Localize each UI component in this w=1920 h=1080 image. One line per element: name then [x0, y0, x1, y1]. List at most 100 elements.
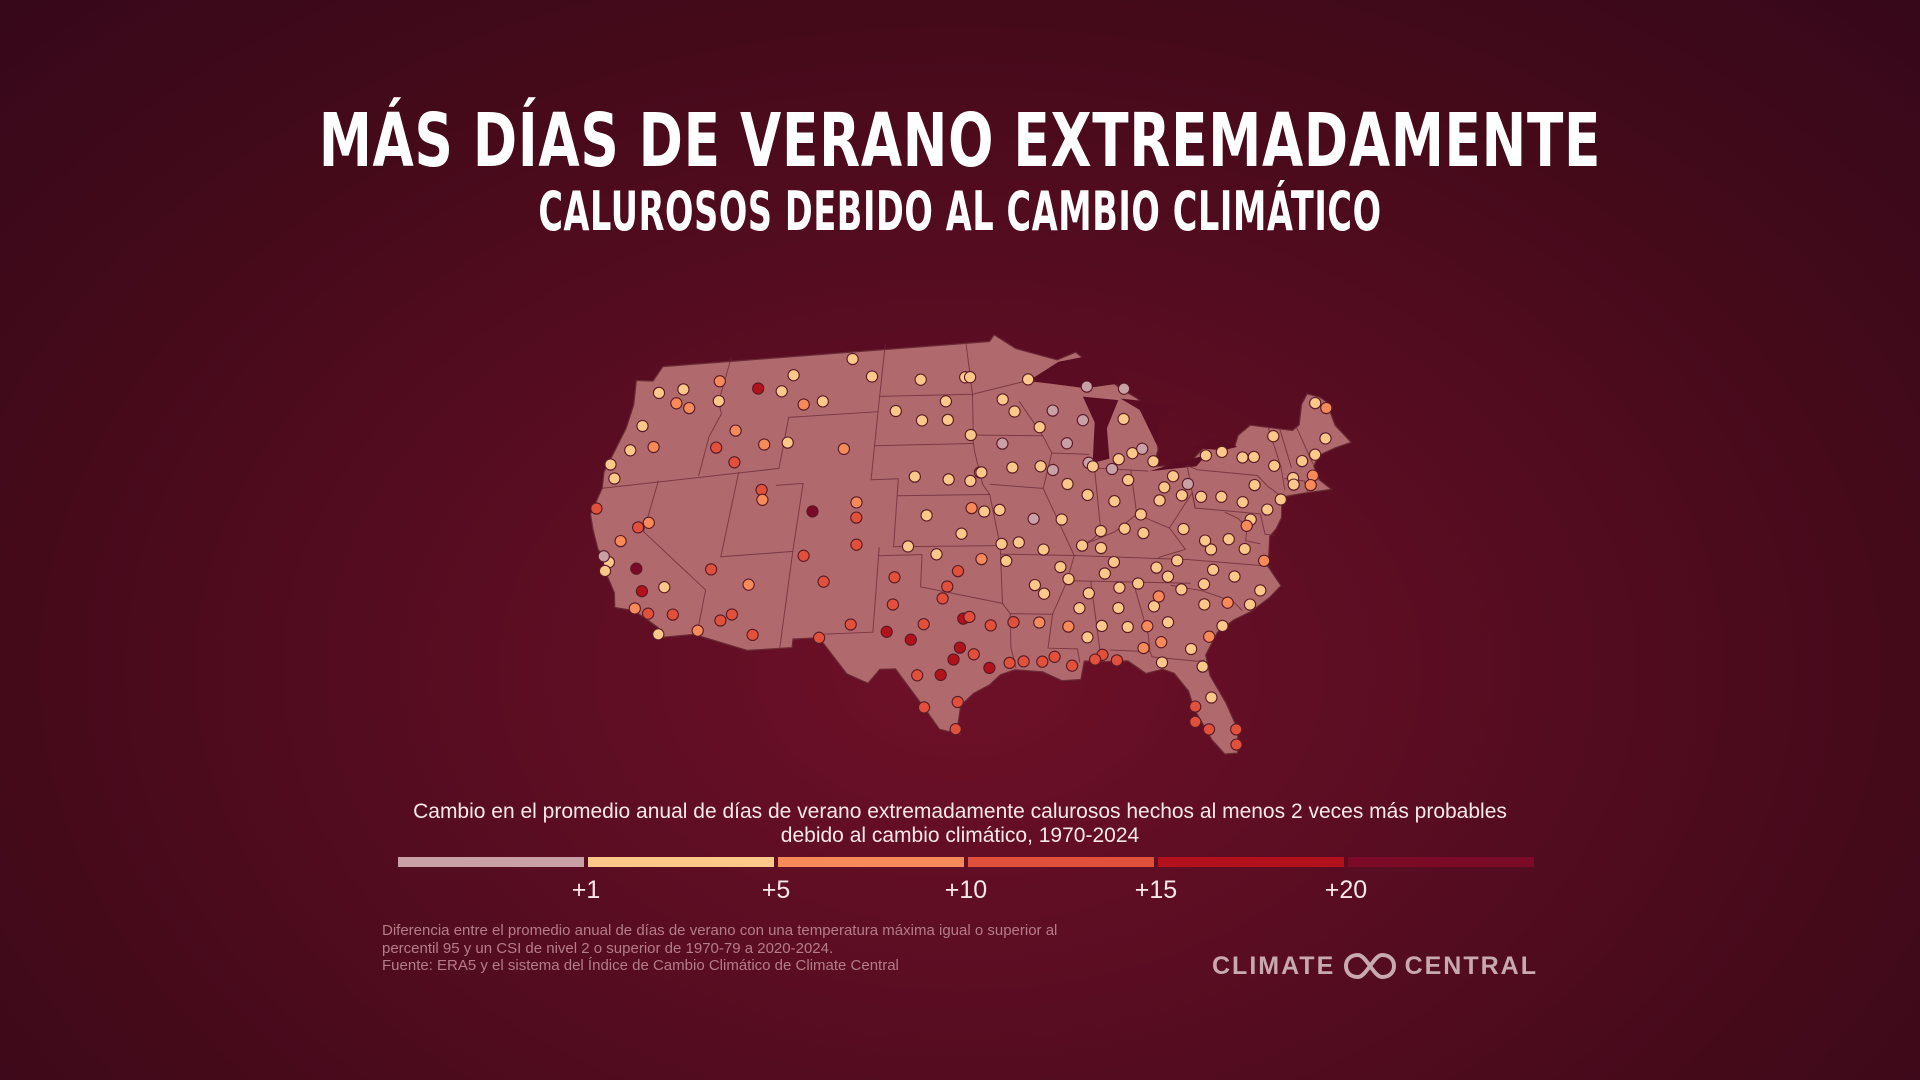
- station-marker: [1274, 493, 1287, 506]
- station-marker: [658, 581, 671, 594]
- station-marker: [1055, 513, 1068, 526]
- station-marker: [1319, 432, 1332, 445]
- station-marker: [1131, 577, 1145, 590]
- station-marker: [1065, 659, 1079, 672]
- state-border: [893, 478, 1001, 548]
- station-marker: [955, 527, 968, 540]
- station-marker: [964, 428, 977, 442]
- state-border: [1109, 583, 1151, 653]
- station-marker: [904, 633, 917, 646]
- station-marker: [1254, 584, 1267, 597]
- station-marker: [1108, 495, 1121, 508]
- station-marker: [865, 370, 879, 383]
- station-marker: [604, 458, 617, 471]
- station-marker: [1110, 654, 1124, 667]
- station-marker: [691, 624, 704, 637]
- station-marker: [683, 401, 696, 415]
- state-border: [643, 480, 707, 631]
- climate-central-logo: CLIMATE CENTRAL: [1212, 948, 1538, 984]
- station-marker: [1008, 405, 1021, 418]
- station-marker: [963, 610, 976, 624]
- station-marker: [963, 371, 977, 384]
- station-marker: [1295, 454, 1309, 468]
- station-marker: [1147, 600, 1161, 613]
- station-marker: [889, 404, 902, 418]
- legend-tick-label: +5: [761, 876, 791, 904]
- title-line-1: MÁS DÍAS DE VERANO EXTREMADAMENTE: [318, 98, 1602, 184]
- station-marker: [850, 511, 863, 524]
- state-border: [1279, 428, 1292, 469]
- station-marker: [652, 386, 666, 400]
- station-marker: [1287, 478, 1300, 491]
- state-border: [920, 554, 1003, 604]
- footnote-line-2: percentil 95 y un CSI de nivel 2 o super…: [382, 939, 834, 957]
- legend-title: Cambio en el promedio anual de días de v…: [413, 800, 1507, 847]
- legend-swatch: [968, 857, 1154, 867]
- station-marker: [1206, 563, 1220, 576]
- station-marker: [1215, 490, 1228, 503]
- station-marker: [1060, 437, 1074, 450]
- station-marker: [1046, 404, 1059, 417]
- station-marker: [1158, 481, 1171, 494]
- station-marker: [1062, 620, 1075, 633]
- great-lake: [1120, 398, 1177, 447]
- station-marker: [1248, 478, 1261, 492]
- station-marker: [1094, 541, 1108, 555]
- station-marker: [642, 516, 655, 529]
- station-marker: [712, 394, 725, 408]
- station-marker: [844, 618, 857, 631]
- station-marker: [1230, 723, 1243, 736]
- station-marker: [1134, 508, 1148, 521]
- station-marker: [1034, 460, 1047, 473]
- station-marker: [1161, 616, 1175, 629]
- station-marker: [1267, 430, 1280, 443]
- station-marker: [1243, 598, 1257, 611]
- station-marker: [1037, 587, 1051, 600]
- station-marker: [1141, 620, 1154, 633]
- station-marker: [1094, 524, 1107, 538]
- station-marker: [917, 701, 931, 714]
- station-marker: [1215, 445, 1229, 459]
- station-marker: [1073, 602, 1086, 615]
- station-marker: [1036, 655, 1049, 668]
- station-marker: [817, 575, 830, 588]
- legend-swatch: [778, 857, 964, 867]
- station-marker: [1308, 448, 1322, 461]
- station-marker: [1054, 560, 1067, 574]
- station-marker: [947, 653, 960, 666]
- station-marker: [1204, 543, 1218, 556]
- station-marker: [1137, 526, 1150, 540]
- station-marker: [1076, 414, 1090, 427]
- state-border: [965, 341, 1026, 395]
- station-marker: [993, 503, 1006, 517]
- state-border: [1064, 580, 1191, 584]
- station-marker: [996, 393, 1009, 406]
- station-marker: [1003, 656, 1016, 670]
- station-marker: [1261, 503, 1274, 516]
- station-marker: [951, 695, 964, 709]
- station-marker: [742, 578, 755, 591]
- station-marker: [1027, 512, 1040, 525]
- state-border: [602, 343, 886, 489]
- legend-swatch: [1158, 857, 1344, 867]
- station-marker: [666, 608, 679, 621]
- station-marker: [930, 548, 943, 561]
- station-marker: [1086, 460, 1100, 473]
- station-marker: [1107, 555, 1121, 569]
- legend-swatch: [1348, 857, 1534, 867]
- title-line-2: CALUROSOS DEBIDO AL CAMBIO CLIMÁTICO: [538, 180, 1382, 243]
- station-marker: [1095, 619, 1108, 633]
- station-marker: [1222, 533, 1235, 546]
- station-marker: [614, 534, 627, 548]
- station-marker: [729, 424, 742, 437]
- station-marker: [1118, 522, 1131, 535]
- station-marker: [806, 505, 819, 518]
- station-marker: [1189, 715, 1202, 728]
- station-marker: [1196, 660, 1209, 673]
- station-marker: [914, 373, 927, 386]
- station-marker: [1000, 554, 1013, 568]
- us-land-shape: [589, 333, 1353, 755]
- station-marker: [1205, 691, 1218, 704]
- station-marker: [713, 375, 726, 388]
- station-marker: [797, 549, 810, 562]
